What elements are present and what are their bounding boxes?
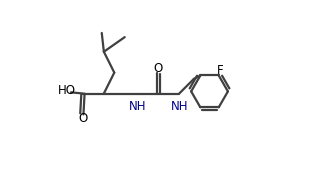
Text: O: O bbox=[78, 112, 88, 125]
Text: NH: NH bbox=[171, 100, 188, 113]
Text: F: F bbox=[217, 64, 224, 77]
Text: O: O bbox=[154, 62, 163, 75]
Text: HO: HO bbox=[58, 84, 76, 97]
Text: NH: NH bbox=[129, 100, 147, 113]
